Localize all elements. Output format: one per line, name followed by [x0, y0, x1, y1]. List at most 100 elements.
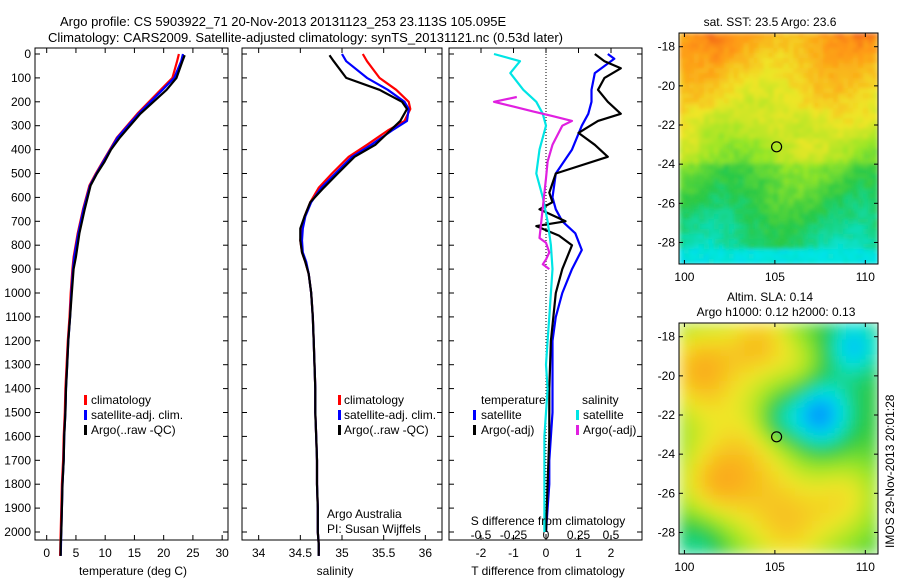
series-line-temperature-argo: [535, 53, 622, 533]
legend-label-t-argo: Argo(-adj): [481, 423, 534, 437]
salinity-panel: 34 34.5 35 35.5 36 climatology satellite-adj…: [241, 47, 443, 578]
legend-title-salinity: salinity: [582, 393, 619, 407]
legend-swatch-s-argo: [576, 425, 579, 435]
sst-map-panel: sat. SST: 23.5 Argo: 23.6 -18 -20 -22 -24 -2…: [658, 15, 879, 284]
y-tick-label: -26: [658, 486, 676, 500]
x-tick-label: 1: [575, 546, 582, 560]
attribution-line-2: PI: Susan Wijffels: [327, 522, 421, 536]
y-tick-label: 800: [11, 238, 31, 252]
x-tick-label: 15: [128, 546, 142, 560]
x-tick-label: 100: [674, 560, 694, 574]
legend-swatch-t-satellite: [473, 410, 476, 420]
y-tick-label: 1900: [4, 501, 31, 515]
legend-label-satellite: satellite-adj. clim.: [91, 408, 183, 422]
sla-map-subtitle: Argo h1000: 0.12 h2000: 0.13: [697, 305, 856, 319]
x-tick-label: 35.5: [372, 546, 396, 560]
y-tick-label: 1000: [4, 286, 31, 300]
s-tick-label: 0: [543, 528, 550, 542]
x-tick-label: 30: [215, 546, 229, 560]
y-tick-label: -20: [658, 369, 676, 383]
difference-panel: -2 -1 0 1 2 -0.5 -0.25 0 0.25 0.5 temperature sal…: [448, 47, 643, 578]
y-tick-label: 1600: [4, 429, 31, 443]
legend-label-climatology: climatology: [91, 393, 151, 407]
argo-position-marker: [771, 141, 783, 153]
s-difference-label: S difference from climatology: [471, 514, 626, 528]
legend-swatch-climatology: [338, 395, 341, 405]
y-tick-label: -22: [658, 118, 676, 132]
legend-swatch-t-argo: [473, 425, 476, 435]
x-tick-label: 20: [157, 546, 171, 560]
y-tick-label: 300: [11, 119, 31, 133]
x-tick-label: 25: [186, 546, 200, 560]
y-tick-label: 1300: [4, 358, 31, 372]
y-tick-label: -18: [658, 330, 676, 344]
sla-heatmap: [679, 323, 878, 554]
y-tick-label: -24: [658, 157, 676, 171]
y-tick-label: -20: [658, 79, 676, 93]
legend-label-climatology: climatology: [344, 393, 404, 407]
y-tick-label: 1200: [4, 334, 31, 348]
y-tick-label: -26: [658, 196, 676, 210]
series-line-salinity-satellite: [493, 52, 554, 532]
header-line-2: Climatology: CARS2009. Satellite-adjuste…: [48, 30, 563, 45]
y-tick-label: -28: [658, 235, 676, 249]
temperature-panel: 0100200300400500600700800900100011001200…: [4, 47, 229, 578]
x-tick-label: 34.5: [289, 546, 313, 560]
y-tick-label: 700: [11, 214, 31, 228]
y-tick-label: -22: [658, 408, 676, 422]
series-line-argo: [59, 54, 186, 556]
t-difference-label: T difference from climatology: [471, 564, 625, 578]
legend-label-t-satellite: satellite: [481, 408, 522, 422]
x-tick-label: 35: [335, 546, 349, 560]
x-tick-label: 10: [99, 546, 113, 560]
x-tick-label: 2: [608, 546, 615, 560]
s-tick-label: 0.5: [603, 528, 620, 542]
imos-timestamp: IMOS 29-Nov-2013 20:01:28: [883, 394, 897, 548]
x-tick-label: 110: [856, 560, 875, 574]
y-tick-label: 0: [24, 47, 31, 61]
temperature-x-label: temperature (deg C): [79, 564, 187, 578]
series-line-salinity-argo: [492, 95, 574, 270]
y-tick-label: 900: [11, 262, 31, 276]
y-tick-label: 200: [11, 95, 31, 109]
temperature-legend: climatology satellite-adj. clim. Argo(..…: [84, 393, 183, 437]
legend-swatch-argo: [338, 425, 341, 435]
legend-swatch-satellite: [338, 410, 341, 420]
y-tick-label: 2000: [4, 525, 31, 539]
legend-label-satellite: satellite-adj. clim.: [344, 408, 436, 422]
legend-label-argo: Argo(..raw -QC): [91, 423, 176, 437]
y-tick-label: 100: [11, 71, 31, 85]
legend-label-s-satellite: satellite: [583, 408, 624, 422]
x-tick-label: 105: [765, 270, 785, 284]
attribution-line-1: Argo Australia: [327, 507, 402, 521]
x-tick-label: 36: [419, 546, 433, 560]
x-tick-label: 105: [765, 560, 785, 574]
y-tick-label: 400: [11, 143, 31, 157]
legend-swatch-s-satellite: [576, 410, 579, 420]
series-line-temperature-satellite: [544, 53, 616, 533]
sst-map-frame: [678, 32, 879, 265]
sla-map-frame: [678, 322, 879, 555]
legend-swatch-satellite: [84, 410, 87, 420]
sla-map-title: Altim. SLA: 0.14: [727, 290, 813, 304]
s-tick-label: 0.25: [567, 528, 591, 542]
legend-swatch-argo: [84, 425, 87, 435]
y-tick-label: 600: [11, 190, 31, 204]
x-tick-label: 100: [674, 270, 694, 284]
x-tick-label: 34: [252, 546, 266, 560]
x-tick-label: 0: [543, 546, 550, 560]
y-tick-label: 1500: [4, 406, 31, 420]
x-tick-label: 0: [43, 546, 50, 560]
argo-position-marker: [771, 431, 783, 443]
x-tick-label: 5: [73, 546, 80, 560]
s-tick-label: -0.5: [471, 528, 492, 542]
s-tick-label: -0.25: [500, 528, 528, 542]
y-tick-label: -24: [658, 447, 676, 461]
temperature-axes: [34, 47, 229, 541]
y-tick-label: 1400: [4, 382, 31, 396]
sst-map-title: sat. SST: 23.5 Argo: 23.6: [704, 15, 837, 29]
legend-label-s-argo: Argo(-adj): [583, 423, 636, 437]
difference-legend: temperature salinity satellite Argo(-adj…: [473, 393, 636, 437]
salinity-x-label: salinity: [317, 564, 354, 578]
